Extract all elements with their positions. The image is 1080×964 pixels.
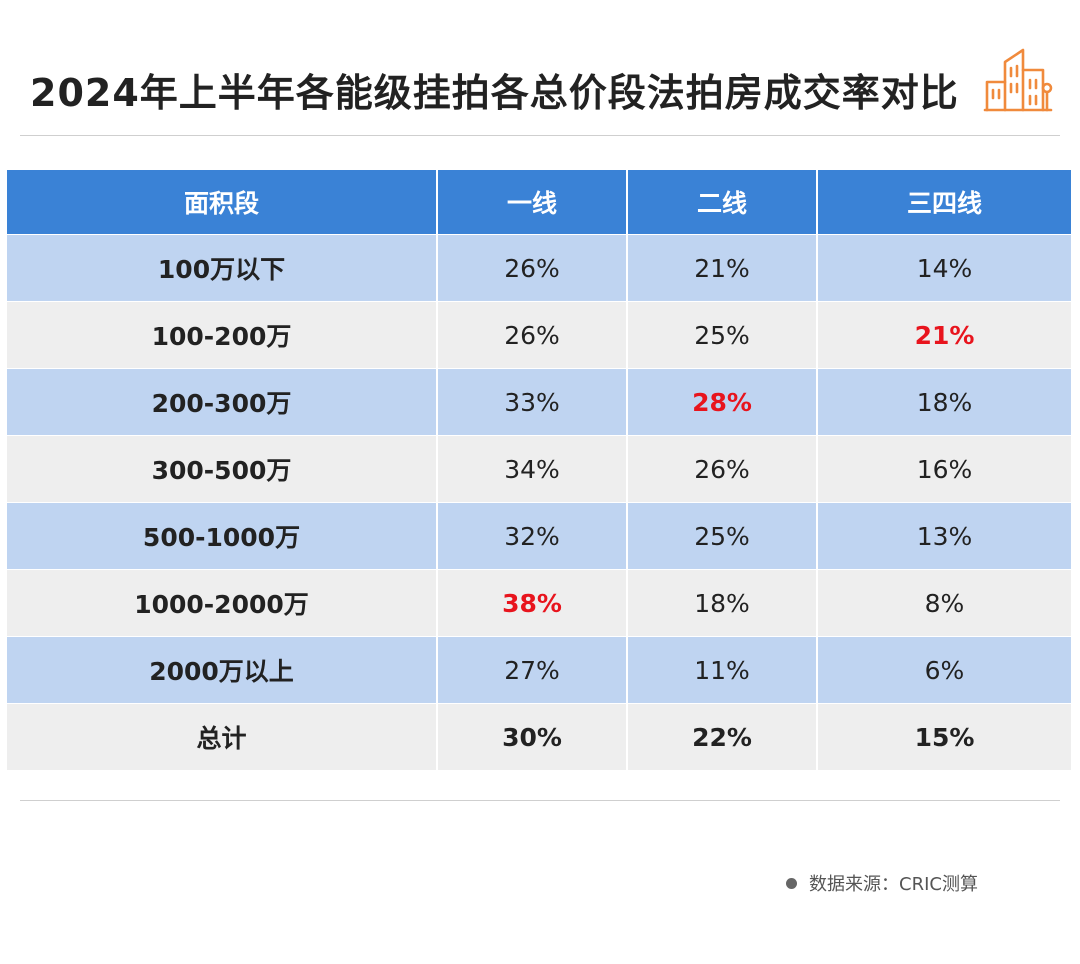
row-label: 100万以下 (7, 234, 438, 302)
value-cell: 25% (627, 301, 818, 369)
header-cell: 一线 (437, 170, 628, 235)
value-cell: 28% (627, 368, 818, 436)
table-row: 100万以下 26% 21% 14% (7, 234, 1071, 302)
value-cell: 8% (817, 569, 1071, 637)
row-label: 1000-2000万 (7, 569, 438, 637)
table-row: 500-1000万 32% 25% 13% (7, 502, 1071, 570)
value-cell: 11% (627, 636, 818, 704)
value-cell: 33% (437, 368, 628, 436)
row-label: 2000万以上 (7, 636, 438, 704)
row-label: 200-300万 (7, 368, 438, 436)
bullet-icon (786, 877, 797, 889)
row-label: 500-1000万 (7, 502, 438, 570)
row-label: 300-500万 (7, 435, 438, 503)
value-cell: 14% (817, 234, 1071, 302)
row-label: 100-200万 (7, 301, 438, 369)
value-cell: 6% (817, 636, 1071, 704)
source-note: 数据来源：CRIC测算 (786, 870, 978, 896)
comparison-table: 面积段 一线 二线 三四线 100万以下 26% 21% 14% 100-200万 26%… (7, 170, 1071, 771)
table-row: 300-500万 34% 26% 16% (7, 435, 1071, 503)
row-label: 总计 (7, 703, 438, 771)
value-cell: 16% (817, 435, 1071, 503)
value-cell: 18% (627, 569, 818, 637)
source-text: 数据来源：CRIC测算 (809, 874, 978, 895)
value-cell: 21% (817, 301, 1071, 369)
page-title: 2024年上半年各能级挂拍各总价段法拍房成交率对比 (30, 71, 959, 115)
table-row: 1000-2000万 38% 18% 8% (7, 569, 1071, 637)
title-divider (20, 135, 1060, 136)
table-row: 200-300万 33% 28% 18% (7, 368, 1071, 436)
value-cell: 26% (627, 435, 818, 503)
value-cell: 26% (437, 234, 628, 302)
header-cell: 二线 (627, 170, 818, 235)
value-cell: 32% (437, 502, 628, 570)
value-cell: 21% (627, 234, 818, 302)
building-icon (983, 48, 1053, 112)
header-cell: 三四线 (817, 170, 1071, 235)
footer-divider (20, 800, 1060, 801)
value-cell: 34% (437, 435, 628, 503)
value-cell: 26% (437, 301, 628, 369)
table-row: 2000万以上 27% 11% 6% (7, 636, 1071, 704)
value-cell: 30% (437, 703, 628, 771)
table-row: 100-200万 26% 25% 21% (7, 301, 1071, 369)
value-cell: 25% (627, 502, 818, 570)
value-cell: 15% (817, 703, 1071, 771)
value-cell: 38% (437, 569, 628, 637)
table-header-row: 面积段 一线 二线 三四线 (7, 170, 1071, 235)
value-cell: 13% (817, 502, 1071, 570)
value-cell: 27% (437, 636, 628, 704)
value-cell: 22% (627, 703, 818, 771)
header-cell: 面积段 (7, 170, 438, 235)
value-cell: 18% (817, 368, 1071, 436)
table-row: 总计 30% 22% 15% (7, 703, 1071, 771)
